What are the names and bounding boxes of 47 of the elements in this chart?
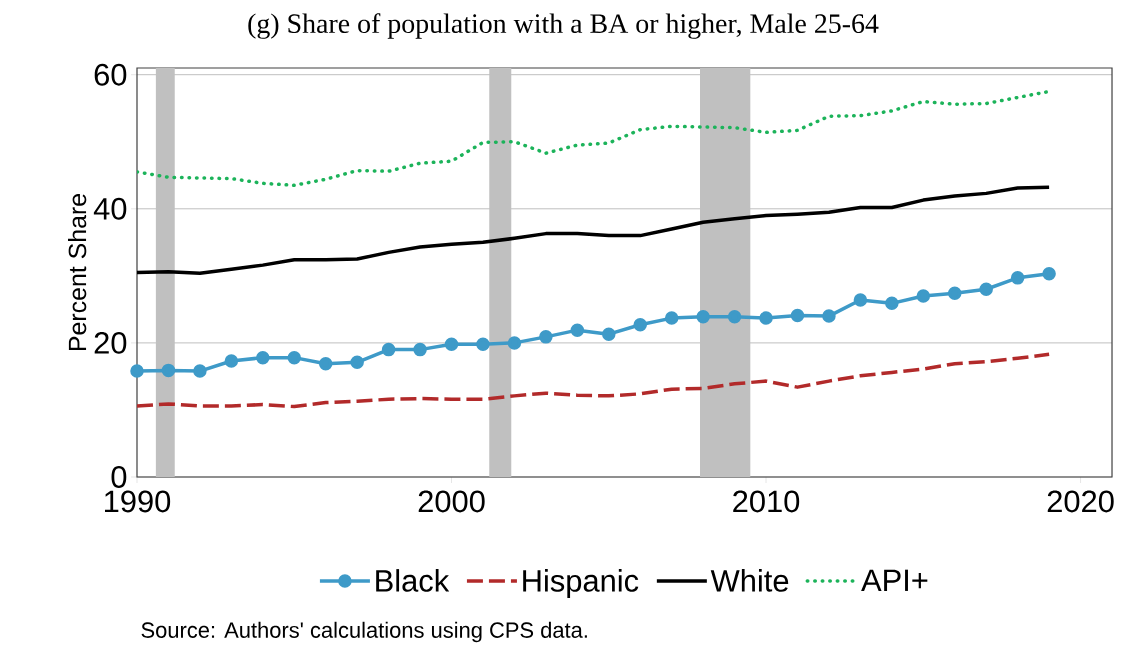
line-series bbox=[137, 352, 1051, 409]
point bbox=[633, 318, 647, 332]
point bbox=[381, 342, 396, 357]
point bbox=[161, 363, 176, 378]
point bbox=[539, 330, 553, 344]
point bbox=[287, 350, 302, 365]
point bbox=[193, 364, 207, 378]
y-axis-title: Percent Share bbox=[68, 194, 87, 351]
x-tick-label: 1990 bbox=[105, 490, 171, 513]
point bbox=[318, 356, 333, 371]
point bbox=[853, 293, 868, 307]
point bbox=[444, 337, 459, 351]
legend-label: Black bbox=[376, 569, 450, 592]
point bbox=[822, 309, 836, 323]
line-series bbox=[137, 185, 1051, 275]
point bbox=[350, 355, 364, 370]
point bbox=[256, 350, 270, 365]
point bbox=[885, 296, 899, 311]
point bbox=[413, 342, 427, 357]
point bbox=[664, 311, 679, 325]
x-tick-label: 2000 bbox=[418, 490, 485, 513]
point bbox=[130, 364, 144, 378]
y-tick-label: 40 bbox=[93, 197, 127, 220]
point bbox=[602, 327, 616, 341]
point bbox=[1042, 267, 1056, 281]
point bbox=[790, 308, 805, 323]
point bbox=[570, 323, 585, 337]
point bbox=[727, 310, 742, 324]
legend-label: White bbox=[710, 569, 789, 592]
point bbox=[476, 337, 490, 351]
point bbox=[507, 336, 522, 350]
legend-label: Hispanic bbox=[523, 569, 639, 598]
point bbox=[916, 289, 931, 303]
point bbox=[696, 310, 710, 324]
point bbox=[1010, 271, 1025, 285]
point bbox=[948, 286, 962, 301]
y-tick-label: 0 bbox=[111, 466, 127, 488]
point bbox=[759, 311, 773, 325]
chart-title: (g) Share of population with a BA or higher, Male 25-64 bbox=[248, 13, 879, 39]
y-tick-label: 60 bbox=[94, 63, 127, 86]
y-tick-label: 20 bbox=[94, 331, 127, 354]
x-tick-label: 2020 bbox=[1047, 490, 1114, 513]
x-tick-label: 2010 bbox=[733, 490, 800, 513]
point bbox=[979, 282, 993, 297]
source-note: Source: Authors' calculations using CPS data. bbox=[141, 621, 587, 643]
legend-label: API+ bbox=[861, 569, 928, 591]
point bbox=[224, 354, 239, 368]
